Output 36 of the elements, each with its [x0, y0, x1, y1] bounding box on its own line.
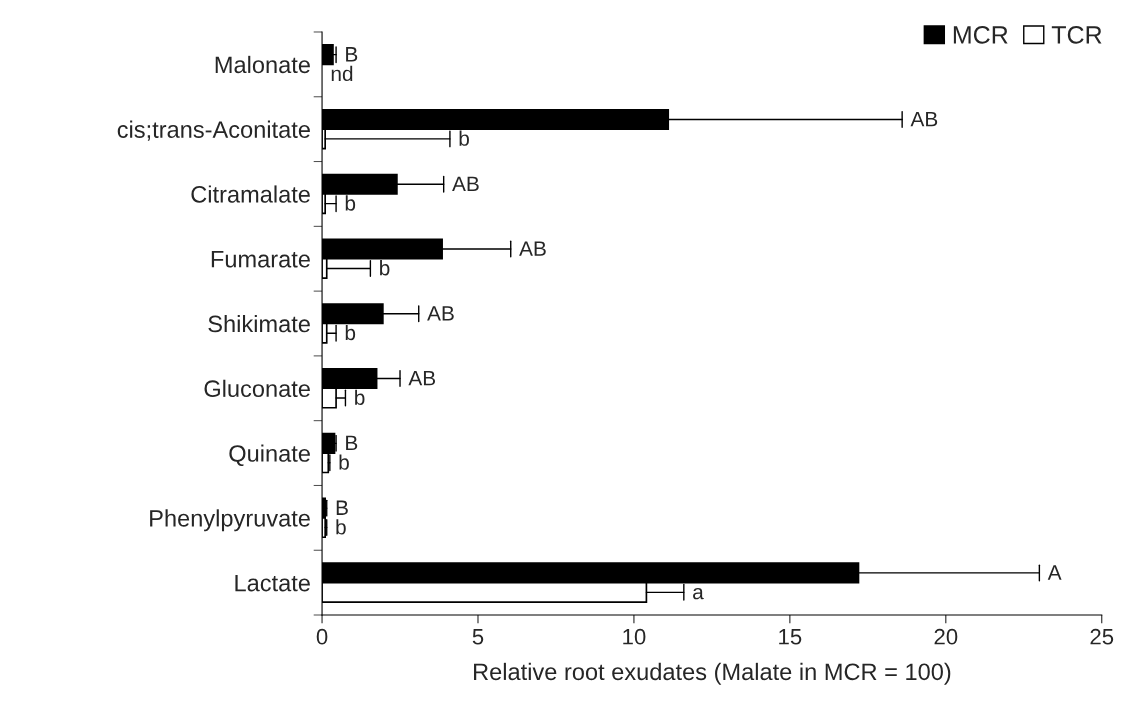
- x-axis-title: Relative root exudates (Malate in MCR = 100): [474, 662, 951, 685]
- x-tick-label: 10: [623, 628, 646, 645]
- annotation: A: [1047, 565, 1062, 580]
- annotation: b: [355, 389, 365, 405]
- annotation: nd: [331, 65, 353, 82]
- y-tick-label: Malonate: [215, 55, 310, 74]
- y-tick-label: Fumarate: [211, 251, 310, 268]
- annotation: b: [339, 454, 349, 470]
- y-tick-label: Quinate: [229, 444, 310, 467]
- annotation: AB: [452, 176, 479, 191]
- x-tick-label: 5: [472, 629, 484, 645]
- x-tick-label: 25: [1090, 628, 1114, 645]
- annotation: AB: [427, 306, 454, 321]
- y-tick-label: Shikimate: [208, 314, 310, 333]
- x-tick-label: 0: [316, 628, 328, 645]
- annotation: b: [345, 324, 356, 341]
- x-tick-label: 15: [779, 629, 802, 645]
- annotation: AB: [408, 371, 436, 386]
- y-tick-label: Phenylpyruvate: [150, 509, 310, 532]
- annotation: b: [380, 260, 390, 276]
- annotation: AB: [519, 241, 546, 256]
- annotation: B: [346, 435, 358, 451]
- legend-label: TCR: [1051, 26, 1102, 44]
- annotation: b: [336, 519, 346, 535]
- annotation: b: [345, 195, 356, 211]
- legend-label: MCR: [953, 26, 1008, 44]
- y-tick-label: Citramalate: [191, 185, 310, 203]
- x-tick-label: 20: [934, 628, 958, 645]
- y-tick-label: Gluconate: [204, 379, 310, 398]
- y-tick-label: cis;trans-Aconitate: [117, 120, 310, 141]
- annotation: B: [336, 500, 348, 515]
- annotation: a: [693, 587, 704, 600]
- y-tick-label: Lactate: [235, 574, 310, 592]
- annotation: AB: [910, 111, 938, 127]
- annotation: b: [459, 130, 469, 146]
- annotation: B: [346, 47, 358, 62]
